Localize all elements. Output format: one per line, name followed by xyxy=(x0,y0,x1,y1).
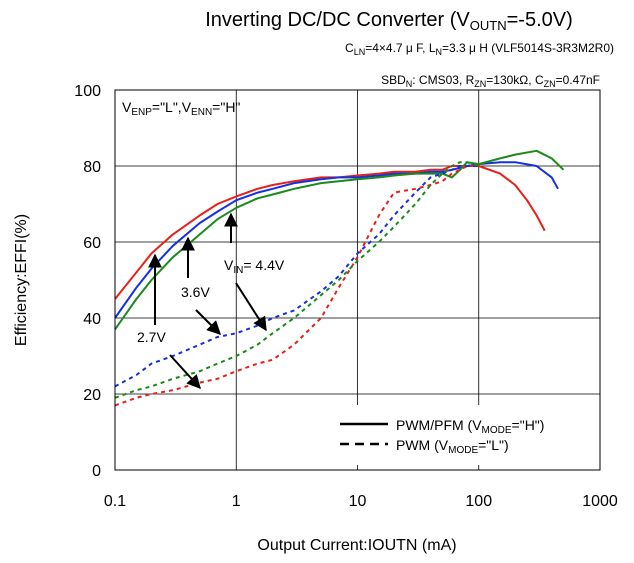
y-axis-label: Efficiency:EFFI(%) xyxy=(13,214,30,346)
arrow-2-7v-dashed xyxy=(169,354,201,390)
y-tick-label: 40 xyxy=(83,311,101,328)
y-tick-label: 100 xyxy=(74,83,101,100)
legend-dashed-label: PWM (VMODE="L") xyxy=(396,437,509,456)
x-tick-label: 1 xyxy=(232,493,241,510)
annotation-4-4v: VIN= 4.4V xyxy=(224,257,285,276)
y-tick-label: 0 xyxy=(92,463,101,480)
chart-title: Inverting DC/DC Converter (VOUTN=-5.0V) xyxy=(205,9,573,33)
annotation-arrows xyxy=(148,212,267,390)
series-line-pwm-3-6v xyxy=(114,165,479,388)
x-tick-label: 10 xyxy=(349,493,367,510)
annotation-2-7v: 2.7V xyxy=(137,329,166,345)
series-line-pwm-pfm-3-6v xyxy=(114,161,559,319)
enable-condition-note: VENP="L",VENN="H" xyxy=(122,99,240,118)
x-tick-label: 1000 xyxy=(582,493,618,510)
annotation-3-6v: 3.6V xyxy=(181,284,210,300)
x-tick-label: 100 xyxy=(465,493,492,510)
series-line-pwm-pfm-4-4v xyxy=(114,149,565,330)
chart-subtitle: CLN=4×4.7 μ F, LN=3.3 μ H (VLF5014S-3R3M… xyxy=(345,41,614,57)
legend-solid-label: PWM/PFM (VMODE="H") xyxy=(396,417,544,436)
y-tick-label: 80 xyxy=(83,159,101,176)
y-axis-ticks: 0 20 40 60 80 100 xyxy=(74,83,101,480)
arrow-4-4v-dashed xyxy=(235,282,267,332)
test-condition-note: SBDN: CMS03, RZN=130kΩ, CZN=0.47nF xyxy=(381,73,600,89)
arrow-3-6v-dashed xyxy=(195,309,221,335)
legend: PWM/PFM (VMODE="H") PWM (VMODE="L") xyxy=(330,405,598,465)
plot-frame xyxy=(114,89,601,471)
x-tick-label: 0.1 xyxy=(104,493,126,510)
y-tick-label: 60 xyxy=(83,235,101,252)
x-axis-label: Output Current:IOUTN (mA) xyxy=(257,537,456,554)
y-tick-label: 20 xyxy=(83,387,101,404)
legend-box xyxy=(330,405,598,465)
x-axis-ticks: 0.1 1 10 100 1000 xyxy=(104,493,618,510)
series-line-pwm-pfm-2-7v xyxy=(114,165,546,300)
